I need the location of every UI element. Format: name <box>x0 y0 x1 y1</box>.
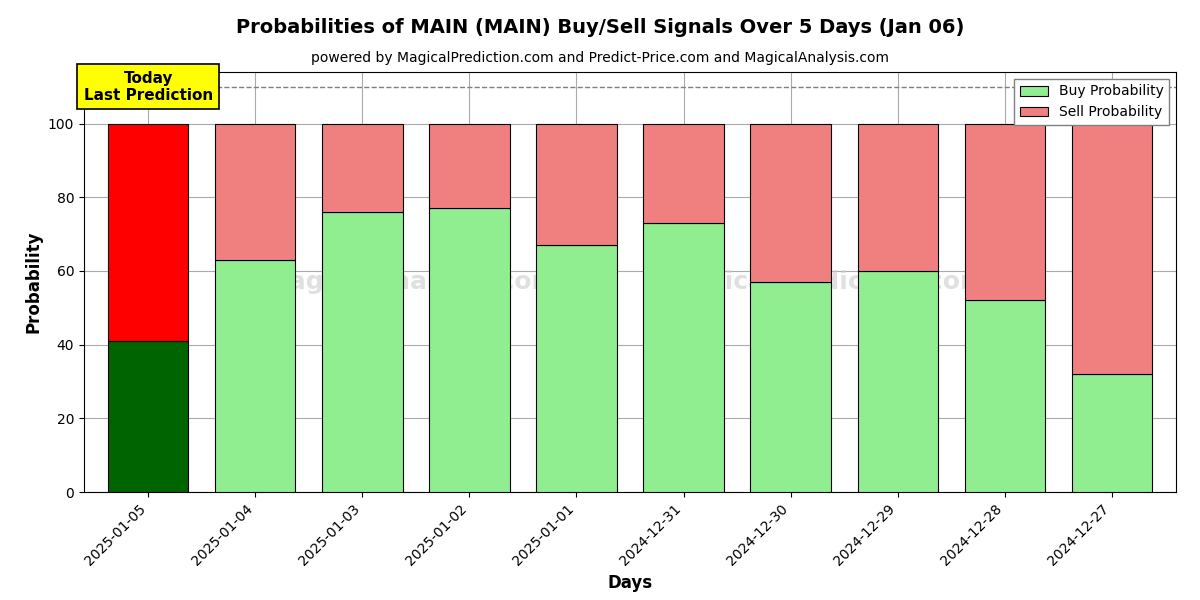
Legend: Buy Probability, Sell Probability: Buy Probability, Sell Probability <box>1014 79 1169 125</box>
Bar <box>750 124 830 282</box>
Y-axis label: Probability: Probability <box>24 231 42 333</box>
Bar <box>323 212 402 492</box>
Bar <box>215 124 295 260</box>
Bar <box>323 124 402 212</box>
Bar <box>1072 124 1152 374</box>
Bar <box>965 124 1045 301</box>
Bar <box>858 271 937 492</box>
Text: Today
Last Prediction: Today Last Prediction <box>84 71 212 103</box>
Bar <box>1072 374 1152 492</box>
Bar <box>965 301 1045 492</box>
Bar <box>643 124 724 223</box>
Bar <box>215 260 295 492</box>
Bar <box>108 341 188 492</box>
Bar <box>536 245 617 492</box>
Text: Probabilities of MAIN (MAIN) Buy/Sell Signals Over 5 Days (Jan 06): Probabilities of MAIN (MAIN) Buy/Sell Si… <box>236 18 964 37</box>
Text: powered by MagicalPrediction.com and Predict-Price.com and MagicalAnalysis.com: powered by MagicalPrediction.com and Pre… <box>311 51 889 65</box>
Text: MagicalAnalysis.com: MagicalAnalysis.com <box>265 270 558 294</box>
Bar <box>430 208 510 492</box>
Bar <box>536 124 617 245</box>
Bar <box>108 124 188 341</box>
Bar <box>750 282 830 492</box>
Bar <box>430 124 510 208</box>
Bar <box>858 124 937 271</box>
Bar <box>643 223 724 492</box>
X-axis label: Days: Days <box>607 574 653 592</box>
Text: MagicalPrediction.com: MagicalPrediction.com <box>666 270 988 294</box>
